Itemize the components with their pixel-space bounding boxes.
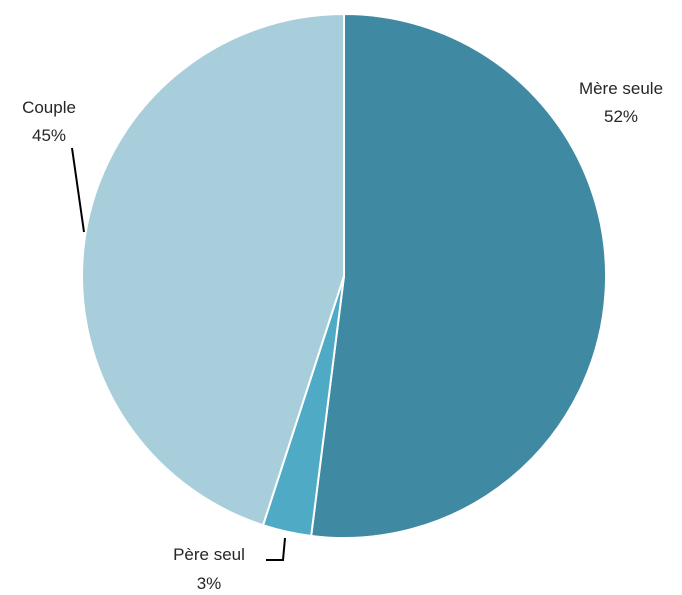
leader-line-pere-seul — [266, 537, 286, 561]
slice-label-pere-seul-name: Père seul — [173, 545, 245, 564]
pie-slice-couple — [81, 13, 345, 527]
slice-label-couple-name: Couple — [22, 98, 76, 117]
leader-lines — [71, 147, 286, 561]
slice-label-couple-value: 45% — [32, 126, 66, 145]
slice-label-mere-seule-name: Mère seule — [579, 79, 663, 98]
slice-label-pere-seul-value: 3% — [197, 574, 222, 593]
pie-slices — [81, 13, 608, 539]
slice-label-mere-seule-value: 52% — [604, 107, 638, 126]
leader-line-couple — [71, 147, 85, 233]
data-labels: Mère seule 52% Père seul 3% Couple 45% — [22, 79, 663, 593]
pie-slice-mere-seule — [310, 13, 608, 539]
